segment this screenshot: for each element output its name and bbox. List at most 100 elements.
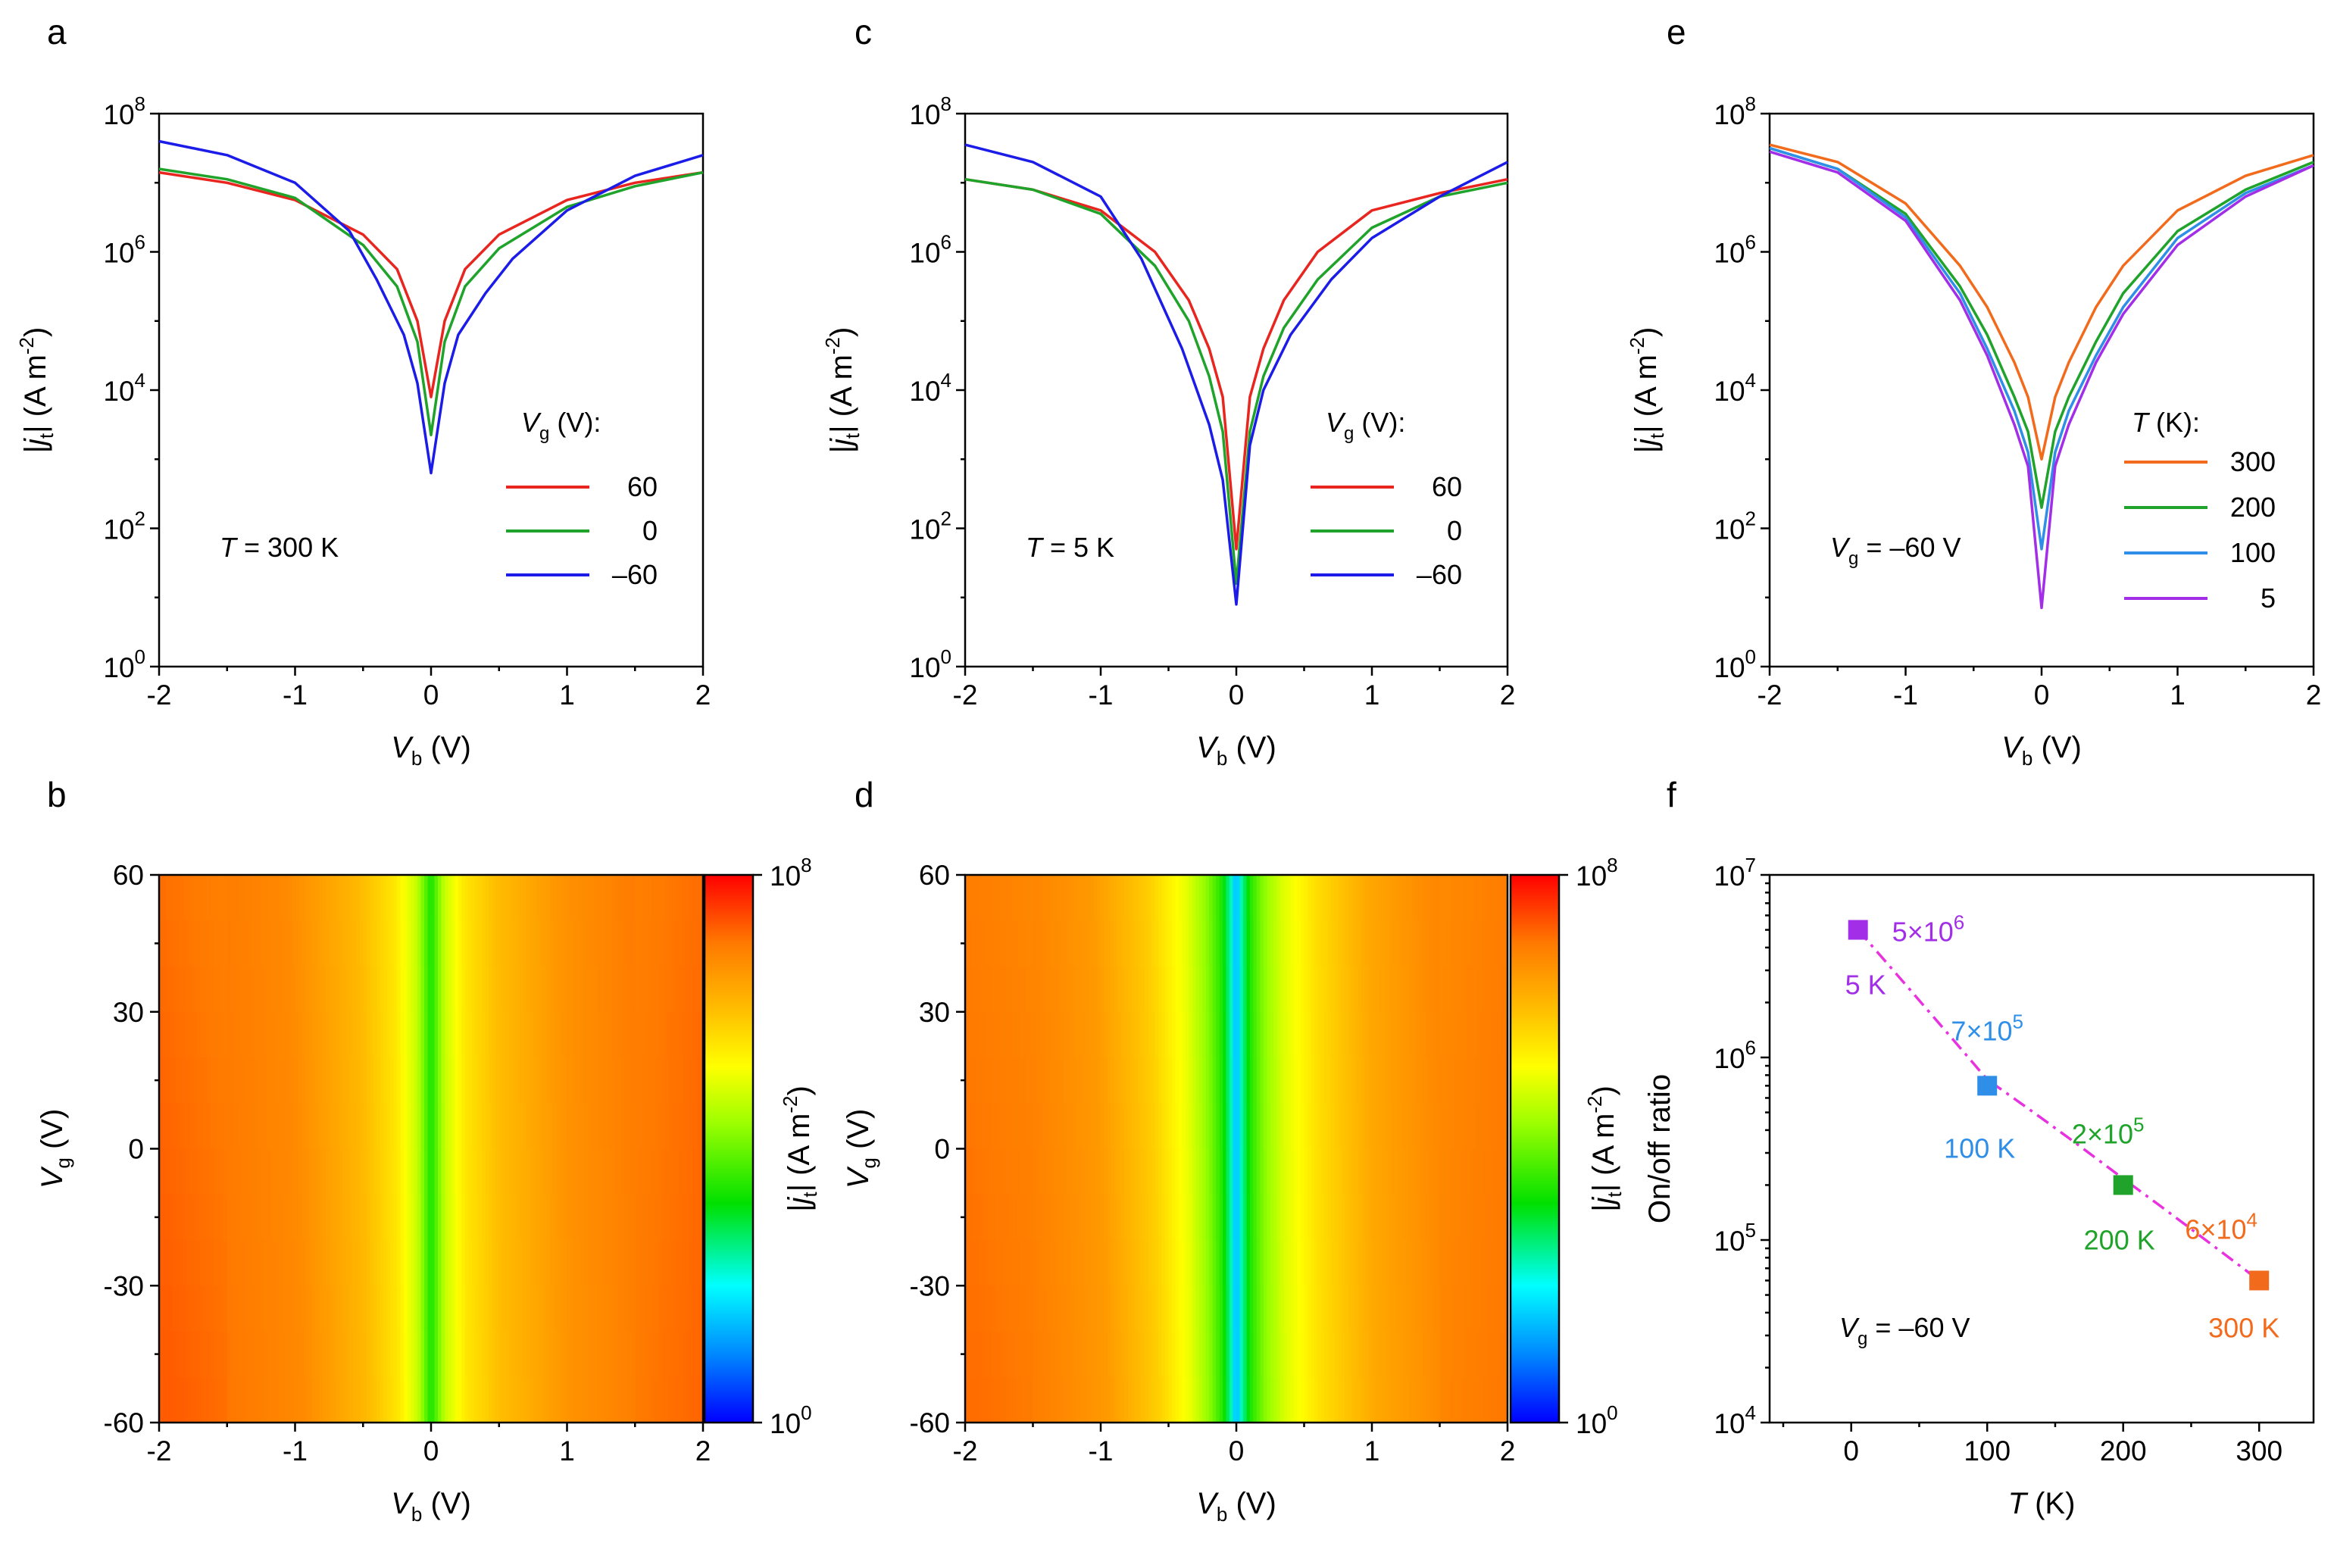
heatmap-cell: [1267, 1331, 1271, 1378]
heatmap-cell: [642, 966, 646, 1013]
heatmap-cell: [1056, 1103, 1061, 1150]
heatmap-cell: [1463, 1057, 1467, 1104]
heatmap-cell: [1442, 966, 1448, 1013]
heatmap-cell: [621, 1194, 626, 1241]
heatmap-cell: [274, 1194, 279, 1241]
heatmap-cell: [461, 1285, 466, 1332]
heatmap-cell: [1365, 920, 1370, 967]
heatmap-cell: [1487, 875, 1492, 921]
legend-entry: –60: [612, 559, 658, 590]
heatmap-cell: [1212, 1331, 1217, 1378]
heatmap-cell: [1107, 1194, 1112, 1241]
heatmap-cell: [1120, 1376, 1125, 1423]
heatmap-cell: [1253, 1103, 1258, 1150]
heatmap-cell: [617, 1240, 622, 1286]
heatmap-cell: [1368, 1148, 1373, 1195]
heatmap-cell: [689, 875, 694, 921]
heatmap-cell: [386, 1285, 391, 1332]
heatmap-cell: [1375, 1240, 1379, 1286]
heatmap-cell: [1239, 1285, 1244, 1332]
heatmap-cell: [414, 1011, 418, 1058]
heatmap-cell: [281, 1011, 286, 1058]
heatmap-cell: [1161, 1194, 1166, 1241]
heatmap-cell: [543, 875, 548, 921]
heatmap-cell: [1256, 1057, 1261, 1104]
heatmap-cell: [1354, 920, 1359, 967]
heatmap-cell: [621, 966, 626, 1013]
heatmap-cell: [1331, 1148, 1336, 1195]
heatmap-cell: [434, 1103, 439, 1150]
heatmap-cell: [1290, 1103, 1295, 1150]
heatmap-cell: [478, 1103, 483, 1150]
heatmap-cell: [400, 1148, 405, 1195]
heatmap-cell: [302, 1011, 306, 1058]
heatmap-cell: [975, 1148, 980, 1195]
heatmap-cell: [611, 1194, 615, 1241]
heatmap-cell: [519, 875, 523, 921]
heatmap-cell: [1260, 1103, 1264, 1150]
heatmap-cell: [1175, 1376, 1179, 1423]
heatmap-cell: [502, 1011, 507, 1058]
heatmap-cell: [1307, 1285, 1312, 1332]
heatmap-cell: [1324, 1194, 1329, 1241]
heatmap-cell: [411, 875, 415, 921]
heatmap-cell: [1036, 966, 1041, 1013]
heatmap-cell: [665, 1331, 670, 1378]
y-axis-label: Vg (V): [842, 1109, 880, 1189]
heatmap-cell: [1317, 966, 1322, 1013]
heatmap-cell: [1423, 920, 1427, 967]
heatmap-cell: [420, 1194, 425, 1241]
heatmap-cell: [281, 1331, 286, 1378]
heatmap-cell: [1324, 1103, 1329, 1150]
heatmap-cell: [1267, 1148, 1271, 1195]
heatmap-cell: [1114, 1285, 1118, 1332]
heatmap-cell: [1178, 1011, 1183, 1058]
heatmap-cell: [1341, 1194, 1345, 1241]
heatmap-cell: [662, 1148, 667, 1195]
heatmap-cell: [1433, 1148, 1437, 1195]
heatmap-cell: [414, 1376, 418, 1423]
heatmap-cell: [1419, 875, 1423, 921]
heatmap-cell: [512, 966, 517, 1013]
heatmap-cell: [1419, 920, 1423, 967]
heatmap-cell: [267, 1240, 272, 1286]
heatmap-cell: [298, 1103, 303, 1150]
heatmap-cell: [274, 1285, 279, 1332]
heatmap-cell: [1039, 1376, 1044, 1423]
heatmap-cell: [427, 1194, 432, 1241]
heatmap-cell: [669, 1103, 673, 1150]
heatmap-cell: [305, 1194, 310, 1241]
heatmap-cell: [968, 920, 973, 967]
heatmap-cell: [1168, 875, 1173, 921]
heatmap-cell: [356, 920, 361, 967]
heatmap-cell: [1473, 1103, 1478, 1150]
heatmap-cell: [342, 920, 347, 967]
heatmap-cell: [1131, 875, 1136, 921]
heatmap-cell: [1148, 1240, 1152, 1286]
heatmap-cell: [165, 1285, 170, 1332]
heatmap-cell: [638, 875, 642, 921]
heatmap-cell: [662, 966, 667, 1013]
heatmap-cell: [1185, 1240, 1189, 1286]
heatmap-cell: [686, 1148, 690, 1195]
heatmap-cell: [1426, 1148, 1430, 1195]
heatmap-cell: [1442, 920, 1448, 967]
heatmap-cell: [1012, 1148, 1017, 1195]
heatmap-cell: [1392, 1285, 1396, 1332]
heatmap-cell: [407, 1376, 411, 1423]
heatmap-cell: [1375, 920, 1379, 967]
heatmap-cell: [1311, 1103, 1315, 1150]
heatmap-cell: [594, 1376, 598, 1423]
heatmap-cell: [1063, 875, 1067, 921]
heatmap-cell: [617, 966, 622, 1013]
heatmap-cell: [543, 1331, 548, 1378]
heatmap-cell: [1398, 1011, 1403, 1058]
heatmap-cell: [1409, 1240, 1414, 1286]
heatmap-cell: [1111, 1240, 1115, 1286]
heatmap-cell: [553, 966, 558, 1013]
heatmap-cell: [1382, 1148, 1386, 1195]
heatmap-cell: [1127, 1331, 1132, 1378]
heatmap-cell: [662, 875, 667, 921]
heatmap-cell: [400, 1011, 405, 1058]
heatmap-cell: [302, 920, 306, 967]
